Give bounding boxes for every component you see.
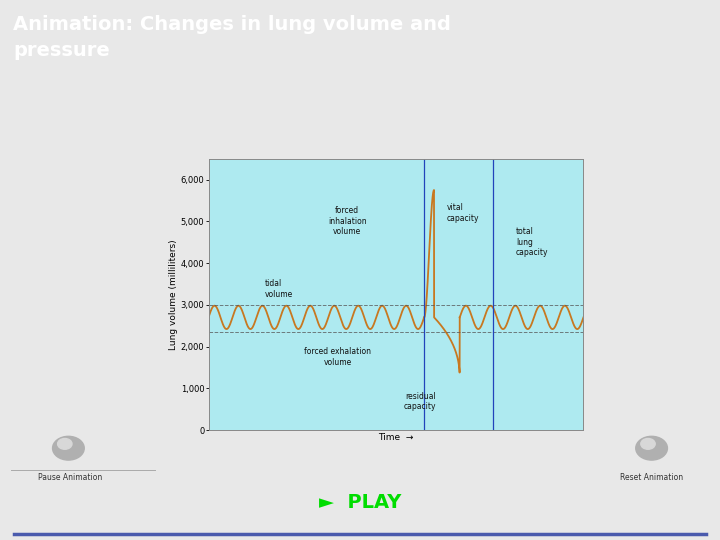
Text: vital
capacity: vital capacity xyxy=(446,203,479,222)
Text: Animation: Changes in lung volume and
pressure: Animation: Changes in lung volume and pr… xyxy=(13,15,451,60)
Text: total
lung
capacity: total lung capacity xyxy=(516,227,549,257)
Text: Reset Animation: Reset Animation xyxy=(620,472,683,482)
Text: Pause Animation: Pause Animation xyxy=(37,472,102,482)
Text: residual
capacity: residual capacity xyxy=(404,392,436,411)
Y-axis label: Lung volume (milliliters): Lung volume (milliliters) xyxy=(168,239,178,350)
Text: forced
inhalation
volume: forced inhalation volume xyxy=(328,206,366,236)
Text: tidal
volume: tidal volume xyxy=(265,279,293,299)
X-axis label: Time  →: Time → xyxy=(378,433,414,442)
Text: forced exhalation
volume: forced exhalation volume xyxy=(305,347,372,367)
Text: ►  PLAY: ► PLAY xyxy=(319,492,401,512)
